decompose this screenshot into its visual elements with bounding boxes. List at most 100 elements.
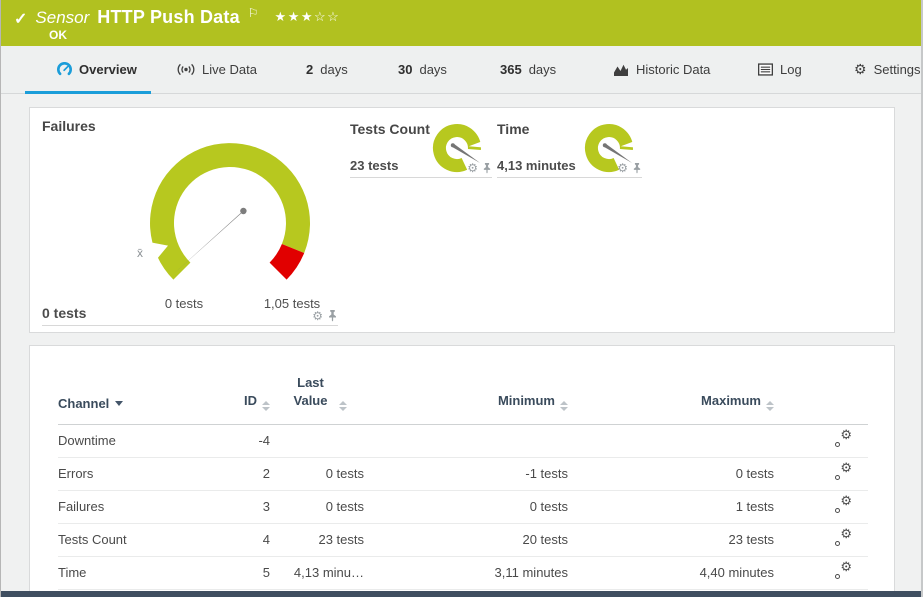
maximum-cell: 4,40 minutes [568, 556, 774, 590]
failures-current-value: 0 tests [42, 305, 87, 321]
id-cell: 2 [212, 457, 270, 491]
last-value-cell [270, 424, 364, 458]
channel-table: Channel ID Last Value Minimum Maximum Do… [58, 374, 868, 590]
tab-label: Live Data [202, 62, 257, 77]
minimum-cell: 20 tests [364, 523, 568, 557]
gear-icon[interactable]: ⚙ [617, 161, 628, 175]
tab-label: Overview [79, 62, 137, 77]
tab-unit: days [320, 62, 348, 77]
gauges-panel: Failures x̄ 0 tests 1,05 tests 0 tests ⚙… [29, 107, 895, 333]
header-maximum[interactable]: Maximum [568, 374, 774, 425]
header-label: Minimum [497, 392, 555, 408]
channel-settings-gear-icon[interactable]: ⚙ [834, 494, 852, 514]
failures-gauge: x̄ [137, 143, 311, 280]
sensor-status-banner: ✓ Sensor HTTP Push Data ⚐ ★★★☆☆ OK [1, 0, 921, 46]
tab-unit: days [419, 62, 447, 77]
object-kind-label: Sensor [35, 8, 90, 27]
pin-icon[interactable] [482, 162, 492, 174]
header-label: Channel [58, 395, 110, 411]
header-id[interactable]: ID [212, 374, 270, 425]
gauge-title-time: Time [497, 121, 530, 137]
table-row: Errors 2 0 tests -1 tests 0 tests ⚙ [58, 457, 868, 491]
gear-icon[interactable]: ⚙ [312, 309, 323, 323]
gauge-needle [173, 208, 246, 274]
header-label: Last Value [293, 375, 328, 408]
flag-icon[interactable]: ⚐ [247, 6, 259, 20]
minimum-cell: -1 tests [364, 457, 568, 491]
sort-icon [262, 400, 270, 411]
stars-empty[interactable]: ☆☆ [314, 9, 341, 24]
channel-name-cell[interactable]: Tests Count [58, 523, 212, 557]
tab-log[interactable]: Log [758, 46, 802, 93]
gauge-needle [603, 143, 633, 163]
maximum-cell: 1 tests [568, 490, 774, 524]
channel-table-panel: Channel ID Last Value Minimum Maximum Do… [29, 345, 895, 597]
last-value-cell: 0 tests [270, 457, 364, 491]
header-minimum[interactable]: Minimum [364, 374, 568, 425]
gauge-max-label: 1,05 tests [263, 296, 321, 311]
channel-name-cell[interactable]: Failures [58, 490, 212, 524]
tab-number: 365 [500, 62, 522, 77]
sort-desc-icon [115, 400, 124, 406]
tab-overview[interactable]: Overview [57, 46, 137, 93]
log-list-icon [758, 63, 773, 76]
sort-icon [560, 400, 568, 411]
tab-label: Settings [873, 62, 921, 77]
channel-settings-gear-icon[interactable]: ⚙ [834, 428, 852, 448]
channel-name-cell[interactable]: Time [58, 556, 212, 590]
table-row: Failures 3 0 tests 0 tests 1 tests ⚙ [58, 490, 868, 524]
maximum-cell: 0 tests [568, 457, 774, 491]
id-cell: -4 [212, 424, 270, 458]
time-gauge [585, 124, 635, 173]
gauge-title-tests-count: Tests Count [350, 121, 430, 137]
pin-icon[interactable] [327, 309, 338, 322]
id-cell: 5 [212, 556, 270, 590]
tests-count-value-block: 23 tests ⚙ [350, 156, 492, 178]
channel-settings-gear-icon[interactable]: ⚙ [834, 461, 852, 481]
gear-icon[interactable]: ⚙ [467, 161, 478, 175]
tab-live-data[interactable]: Live Data [177, 46, 257, 93]
gauge-title-failures: Failures [42, 118, 96, 134]
id-cell: 3 [212, 490, 270, 524]
tab-number: 2 [306, 62, 314, 77]
last-value-cell: 4,13 minu… [270, 556, 364, 590]
minimum-cell: 0 tests [364, 490, 568, 524]
header-actions [774, 374, 868, 425]
tab-2-days[interactable]: 2 days [306, 46, 348, 93]
channel-name-cell[interactable]: Errors [58, 457, 212, 491]
tab-30-days[interactable]: 30 days [398, 46, 447, 93]
tab-label: Log [780, 62, 802, 77]
sort-icon [766, 400, 774, 411]
average-marker-label: x̄ [137, 246, 143, 260]
time-value-block: 4,13 minutes ⚙ [497, 156, 642, 178]
stars-filled[interactable]: ★★★ [274, 9, 315, 24]
header-channel[interactable]: Channel [58, 374, 212, 425]
last-value-cell: 23 tests [270, 523, 364, 557]
gauge-icon [57, 62, 72, 76]
status-badge: OK [49, 28, 67, 42]
gauge-min-label: 0 tests [164, 296, 204, 311]
pin-icon[interactable] [632, 162, 642, 174]
priority-stars[interactable]: ★★★☆☆ [275, 9, 341, 25]
gauge-needle [451, 143, 481, 163]
minimum-cell: 3,11 minutes [364, 556, 568, 590]
channel-settings-gear-icon[interactable]: ⚙ [834, 527, 852, 547]
table-row: Downtime -4 ⚙ [58, 424, 868, 458]
maximum-cell: 23 tests [568, 523, 774, 557]
tests-count-current-value: 23 tests [350, 158, 399, 173]
tab-historic-data[interactable]: Historic Data [613, 46, 710, 93]
channel-name-cell[interactable]: Downtime [58, 424, 212, 458]
tab-number: 30 [398, 62, 413, 77]
table-row: Tests Count 4 23 tests 20 tests 23 tests… [58, 523, 868, 557]
average-notch [148, 241, 168, 262]
tab-bar: Overview Live Data 2 days 30 days 365 da… [1, 46, 921, 94]
tab-unit: days [528, 62, 557, 77]
header-last-value[interactable]: Last Value [270, 374, 364, 425]
tests-count-gauge [433, 124, 483, 173]
tab-label: Historic Data [636, 62, 711, 77]
tab-settings[interactable]: ⚙ Settings [854, 46, 921, 93]
time-current-value: 4,13 minutes [497, 158, 576, 173]
channel-settings-gear-icon[interactable]: ⚙ [834, 560, 852, 580]
sort-icon [338, 400, 347, 411]
tab-365-days[interactable]: 365 days [500, 46, 556, 93]
